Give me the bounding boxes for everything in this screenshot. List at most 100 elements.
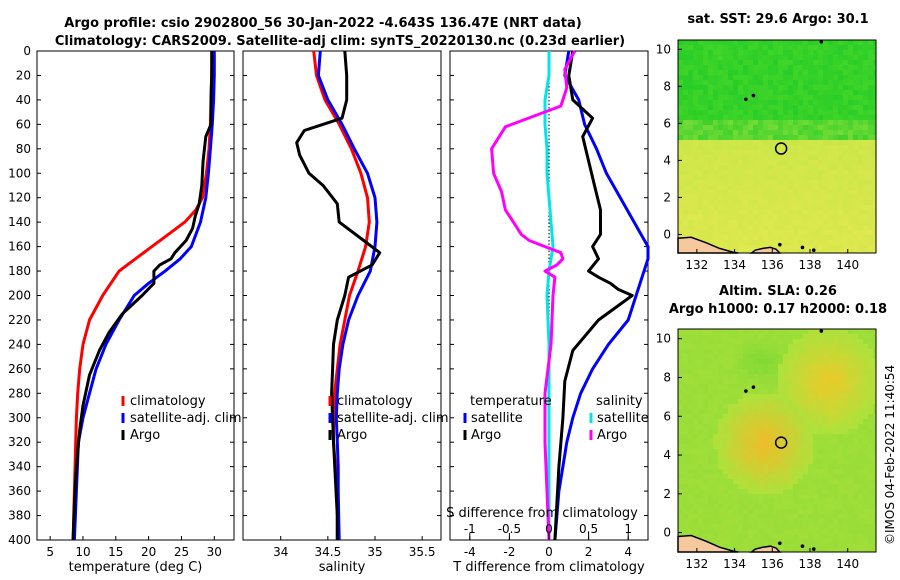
top-x-tick-label: 0.5 — [579, 522, 598, 536]
map-cell — [873, 374, 876, 379]
map-cell — [683, 110, 688, 115]
map-cell — [803, 120, 808, 125]
map-cell — [818, 135, 823, 140]
map-cell — [858, 130, 863, 135]
map-cell — [848, 509, 853, 514]
x-tick-label: 0 — [545, 545, 553, 559]
map-cell — [713, 120, 718, 125]
map-cell — [708, 220, 713, 225]
map-cell — [708, 464, 713, 469]
map-cell — [823, 175, 828, 180]
map-cell — [688, 120, 693, 125]
map-cell — [773, 190, 778, 195]
map-cell — [823, 245, 828, 250]
map-cell — [798, 409, 803, 414]
map-cell — [718, 434, 723, 439]
map-cell — [728, 379, 733, 384]
map-cell — [788, 165, 793, 170]
map-cell — [723, 120, 728, 125]
map-cell — [778, 524, 783, 529]
map-cell — [798, 489, 803, 494]
map-cell — [788, 175, 793, 180]
map-cell — [753, 509, 758, 514]
map-cell — [863, 424, 868, 429]
map-cell — [708, 215, 713, 220]
map-cell — [863, 95, 868, 100]
map-cell — [848, 504, 853, 509]
map-cell — [838, 55, 843, 60]
map-cell — [853, 374, 858, 379]
map-cell — [778, 110, 783, 115]
map-cell — [743, 444, 748, 449]
map-cell — [758, 80, 763, 85]
map-cell — [823, 215, 828, 220]
map-cell — [788, 339, 793, 344]
map-cell — [753, 110, 758, 115]
map-cell — [848, 364, 853, 369]
map-cell — [728, 75, 733, 80]
map-cell — [828, 384, 833, 389]
map-cell — [743, 404, 748, 409]
map-cell — [753, 444, 758, 449]
map-cell — [698, 389, 703, 394]
map-cell — [743, 220, 748, 225]
map-cell — [833, 464, 838, 469]
map-cell — [758, 230, 763, 235]
map-cell — [808, 90, 813, 95]
x-tick-label: 15 — [108, 545, 123, 559]
map-cell — [778, 414, 783, 419]
map-cell — [713, 155, 718, 160]
map-x-tick-label: 140 — [836, 557, 859, 571]
map-cell — [678, 509, 683, 514]
map-cell — [778, 85, 783, 90]
map-x-tick-label: 138 — [799, 258, 822, 272]
map-cell — [713, 95, 718, 100]
island-marker — [744, 389, 748, 393]
map-cell — [768, 45, 773, 50]
map-cell — [688, 105, 693, 110]
map-cell — [703, 479, 708, 484]
map-cell — [808, 220, 813, 225]
map-cell — [718, 80, 723, 85]
map-cell — [773, 195, 778, 200]
map-cell — [848, 414, 853, 419]
map-cell — [853, 349, 858, 354]
map-cell — [858, 484, 863, 489]
map-cell — [853, 175, 858, 180]
map-cell — [678, 220, 683, 225]
map-cell — [853, 394, 858, 399]
map-cell — [738, 135, 743, 140]
map-cell — [688, 459, 693, 464]
map-cell — [708, 409, 713, 414]
map-cell — [773, 110, 778, 115]
map-cell — [763, 60, 768, 65]
map-cell — [703, 65, 708, 70]
map-cell — [788, 85, 793, 90]
map-cell — [723, 359, 728, 364]
map-cell — [773, 75, 778, 80]
map-cell — [758, 160, 763, 165]
map-cell — [708, 110, 713, 115]
map-cell — [683, 45, 688, 50]
map-cell — [683, 180, 688, 185]
map-cell — [688, 484, 693, 489]
map-cell — [823, 180, 828, 185]
map-cell — [693, 394, 698, 399]
map-cell — [783, 349, 788, 354]
map-cell — [823, 100, 828, 105]
map-cell — [853, 225, 858, 230]
map-cell — [698, 394, 703, 399]
map-cell — [793, 354, 798, 359]
map-cell — [833, 175, 838, 180]
map-cell — [818, 449, 823, 454]
map-cell — [858, 499, 863, 504]
map-cell — [723, 105, 728, 110]
map-cell — [703, 175, 708, 180]
map-cell — [828, 419, 833, 424]
map-cell — [798, 414, 803, 419]
map-cell — [788, 379, 793, 384]
map-cell — [708, 90, 713, 95]
map-cell — [693, 379, 698, 384]
map-cell — [763, 494, 768, 499]
x-axis-label: salinity — [319, 560, 366, 575]
